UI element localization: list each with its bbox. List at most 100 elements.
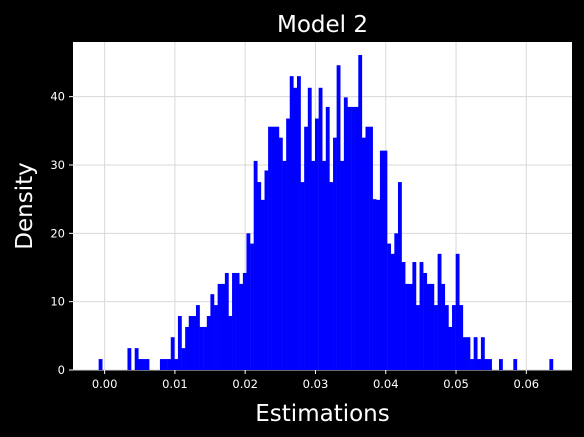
chart-title: Model 2 [277, 12, 368, 38]
histogram-bar [127, 348, 132, 370]
histogram-bar [260, 199, 265, 370]
histogram-bar [383, 150, 388, 370]
y-tick-label: 40 [50, 90, 65, 104]
histogram-bar [437, 253, 442, 370]
histogram-bar [167, 359, 172, 370]
histogram-bar [221, 283, 226, 370]
histogram-bar [434, 305, 438, 370]
histogram-bar [311, 160, 316, 370]
histogram-bar [98, 359, 103, 370]
histogram-bar [141, 359, 146, 370]
histogram-bar [159, 359, 164, 370]
histogram-bar [271, 126, 276, 370]
histogram-bar [376, 199, 381, 370]
histogram-bar [466, 337, 471, 370]
histogram-bar [488, 359, 492, 370]
x-tick-label: 0.04 [373, 377, 399, 391]
histogram-bar [343, 97, 348, 370]
histogram-bar [405, 283, 410, 370]
histogram-bar [289, 76, 294, 371]
histogram-bar [322, 160, 327, 370]
histogram-bar [347, 106, 352, 371]
histogram-bar [304, 126, 309, 370]
y-tick-label: 10 [50, 295, 65, 309]
histogram-bar [307, 87, 312, 371]
histogram-bar [549, 359, 554, 370]
histogram-bar [448, 326, 453, 370]
histogram-bar [257, 182, 262, 370]
histogram-bar [372, 199, 377, 370]
histogram-bar [177, 316, 182, 370]
histogram-bar [203, 326, 208, 370]
histogram-bar [397, 182, 402, 370]
histogram-bar [351, 106, 355, 371]
histogram-bar [419, 262, 424, 370]
histogram-bar [170, 337, 175, 370]
histogram-bar [293, 87, 298, 371]
histogram-bar [174, 359, 179, 370]
histogram-bar [181, 348, 186, 370]
histogram-bars [98, 54, 554, 371]
histogram-bar [498, 359, 503, 370]
histogram-bar [163, 359, 168, 370]
x-tick-label: 0.05 [443, 377, 469, 391]
histogram-bar [484, 359, 489, 370]
histogram-bar [228, 316, 233, 370]
histogram-bar [206, 316, 211, 370]
histogram-bar [387, 243, 392, 370]
y-tick-label: 0 [58, 363, 65, 377]
histogram-bar [340, 160, 345, 370]
histogram-bar [278, 137, 283, 370]
histogram-bar [217, 283, 222, 370]
histogram-bar [415, 305, 420, 370]
histogram-bar [441, 283, 446, 370]
histogram-bar [444, 305, 449, 370]
histogram-bar [185, 326, 190, 370]
histogram-bar [224, 272, 229, 370]
histogram-bar [379, 150, 384, 370]
histogram-bar [286, 118, 291, 371]
x-tick-label: 0.00 [92, 377, 118, 391]
histogram-bar [401, 262, 406, 370]
histogram-bar [199, 326, 204, 370]
histogram-bar [430, 283, 435, 370]
histogram-bar [134, 348, 139, 370]
histogram-bar [192, 316, 197, 370]
histogram-bar [239, 283, 244, 370]
histogram-bar [390, 253, 395, 370]
x-tick-label: 0.02 [232, 377, 258, 391]
histogram-bar [365, 126, 370, 370]
y-axis-label: Density [12, 162, 38, 249]
histogram-bar [188, 316, 193, 370]
histogram-bar [138, 359, 143, 370]
histogram-bar [358, 54, 363, 370]
histogram-bar [195, 305, 200, 370]
histogram-bar [214, 305, 218, 370]
histogram-bar [336, 65, 341, 370]
histogram-bar [455, 253, 460, 370]
histogram-bar [480, 337, 485, 370]
histogram-bar [426, 283, 431, 370]
y-tick-label: 20 [50, 226, 65, 240]
histogram-bar [232, 272, 236, 370]
axis-ticks [69, 96, 527, 374]
y-tick-label: 30 [50, 158, 65, 172]
histogram-bar [333, 137, 337, 370]
histogram-bar [412, 262, 417, 370]
histogram-bar [452, 305, 456, 370]
histogram-bar [462, 337, 467, 370]
histogram-bar [329, 182, 334, 370]
histogram-bar [296, 76, 301, 371]
histogram-bar [408, 283, 413, 370]
histogram-bar [275, 126, 280, 370]
x-tick-label: 0.01 [162, 377, 188, 391]
histogram-bar [253, 160, 258, 370]
histogram-bar [369, 126, 373, 370]
x-tick-label: 0.03 [303, 377, 329, 391]
x-tick-label: 0.06 [514, 377, 540, 391]
histogram-bar [235, 272, 240, 370]
histogram-bar [394, 233, 399, 370]
histogram-bar [325, 106, 330, 371]
histogram-bar [210, 294, 215, 370]
